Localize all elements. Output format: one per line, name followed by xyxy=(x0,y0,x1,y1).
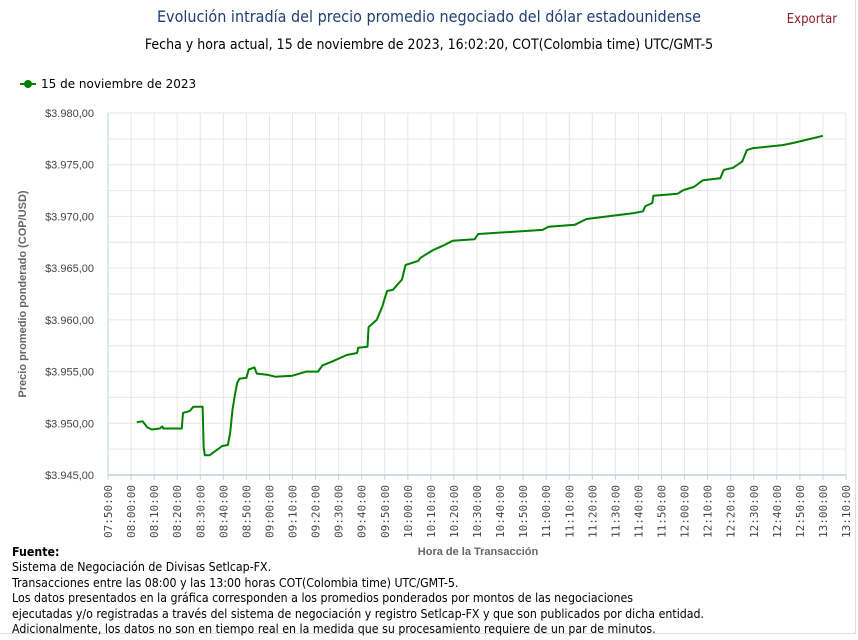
y-tick-label: $3.975,00 xyxy=(45,160,94,172)
x-axis-title: Hora de la Transacción xyxy=(418,546,539,558)
legend-item[interactable]: 15 de noviembre de 2023 xyxy=(20,77,196,91)
x-tick-label: 07:50:00 xyxy=(102,485,115,538)
y-tick-label: $3.960,00 xyxy=(45,315,94,327)
note-line: ejecutadas y/o registradas a través del … xyxy=(12,606,705,621)
y-tick-label: $3.955,00 xyxy=(45,367,94,379)
source-label: Fuente: xyxy=(12,545,60,559)
x-tick-label: 11:10:00 xyxy=(563,485,576,538)
x-tick-label: 08:20:00 xyxy=(171,485,184,538)
chart-subtitle: Fecha y hora actual, 15 de noviembre de … xyxy=(144,37,714,53)
y-tick-label: $3.950,00 xyxy=(45,418,94,430)
note-line: Adicionalmente, los datos no son en tiem… xyxy=(12,622,656,637)
legend-label: 15 de noviembre de 2023 xyxy=(41,77,197,91)
x-tick-label: 10:50:00 xyxy=(517,485,530,538)
y-tick-label: $3.945,00 xyxy=(45,470,94,482)
x-tick-label: 12:50:00 xyxy=(794,485,807,538)
x-tick-label: 12:40:00 xyxy=(771,485,784,538)
x-tick-label: 11:50:00 xyxy=(656,485,669,538)
x-tick-label: 12:10:00 xyxy=(702,485,715,538)
x-tick-label: 12:30:00 xyxy=(748,485,761,538)
x-tick-label: 10:20:00 xyxy=(448,485,461,538)
x-tick-label: 10:30:00 xyxy=(471,485,484,538)
x-tick-label: 13:00:00 xyxy=(817,485,830,538)
x-tick-label: 11:30:00 xyxy=(609,485,622,538)
y-tick-label: $3.980,00 xyxy=(45,108,94,120)
x-tick-label: 08:30:00 xyxy=(194,485,207,538)
series-line xyxy=(136,134,824,457)
chart-title: Evolución intradía del precio promedio n… xyxy=(156,7,702,26)
x-tick-label: 11:20:00 xyxy=(586,485,599,538)
x-tick-label: 10:40:00 xyxy=(494,485,507,538)
y-tick-label: $3.970,00 xyxy=(45,211,94,223)
x-tick-label: 10:10:00 xyxy=(425,485,438,538)
y-axis-title: Precio promedio ponderado (COP/USD) xyxy=(17,190,29,398)
x-tick-label: 13:10:00 xyxy=(840,485,853,538)
y-tick-label: $3.965,00 xyxy=(45,263,94,275)
x-tick-label: 08:10:00 xyxy=(148,485,161,538)
x-tick-label: 11:00:00 xyxy=(540,485,553,538)
x-tick-label: 08:50:00 xyxy=(240,485,253,538)
x-tick-label: 09:00:00 xyxy=(263,485,276,538)
note-line: Los datos presentados en la gráfica corr… xyxy=(12,591,634,606)
x-tick-label: 09:50:00 xyxy=(379,485,392,538)
x-tick-label: 11:40:00 xyxy=(632,485,645,538)
x-tick-label: 08:40:00 xyxy=(217,485,230,538)
x-tick-label: 09:10:00 xyxy=(287,485,300,538)
x-tick-label: 12:00:00 xyxy=(679,485,692,538)
x-tick-label: 08:00:00 xyxy=(125,485,138,538)
x-tick-label: 09:20:00 xyxy=(310,485,323,538)
x-tick-label: 12:20:00 xyxy=(725,485,738,538)
x-tick-label: 09:40:00 xyxy=(356,485,369,538)
export-button[interactable]: Exportar xyxy=(786,12,838,27)
x-tick-label: 09:30:00 xyxy=(333,485,346,538)
x-tick-label: 10:00:00 xyxy=(402,485,415,538)
legend-line-marker-icon xyxy=(20,79,36,89)
note-line: Transacciones entre las 08:00 y las 13:0… xyxy=(12,575,459,590)
source-notes: Fuente: Sistema de Negociación de Divisa… xyxy=(12,545,764,637)
note-line: Sistema de Negociación de Divisas Setlca… xyxy=(12,560,272,575)
